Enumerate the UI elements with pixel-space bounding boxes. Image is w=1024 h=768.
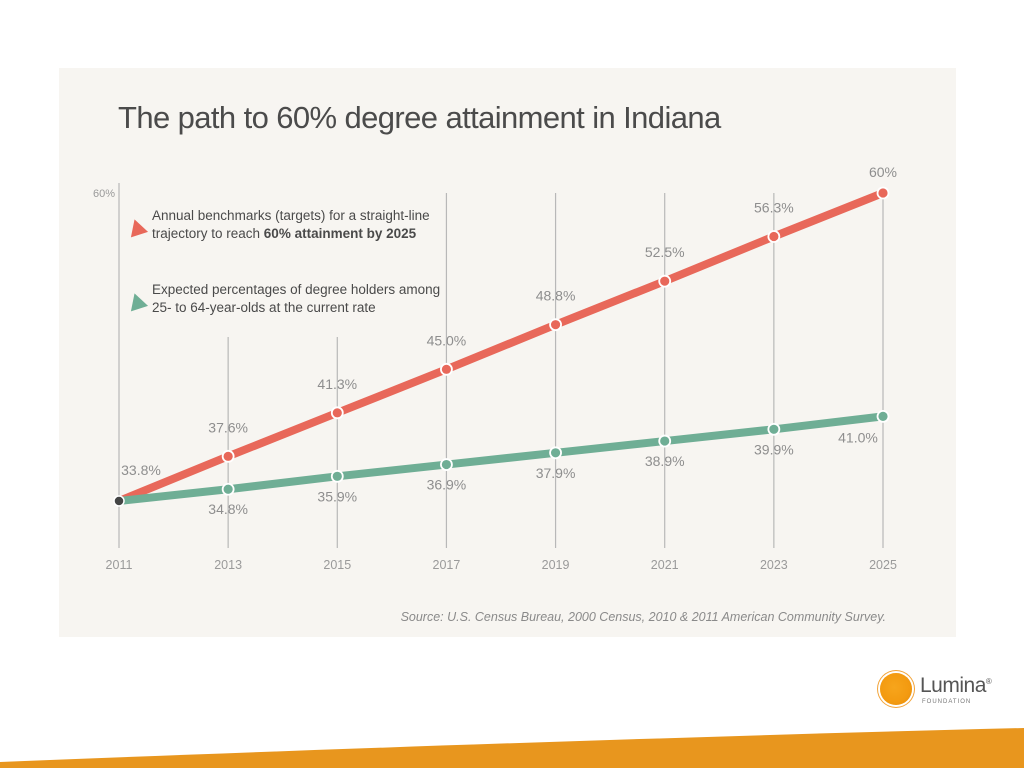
data-label-expected-2015: 35.9%: [317, 488, 357, 504]
x-tick-label-2013: 2013: [214, 558, 242, 572]
legend-item-targets: Annual benchmarks (targets) for a straig…: [125, 207, 452, 243]
orange-band: [0, 728, 1024, 768]
x-tick-label-2025: 2025: [869, 558, 897, 572]
point-targets-2019: [549, 318, 562, 332]
chart-panel: [59, 68, 956, 637]
data-label-targets-2015: 41.3%: [317, 376, 357, 392]
legend-item-expected: Expected percentages of degree holders a…: [125, 281, 452, 317]
data-label-expected-2021: 38.9%: [645, 453, 685, 469]
green-triangle-icon: [125, 290, 149, 312]
legend-expected-text: Expected percentages of degree holders a…: [152, 282, 441, 315]
chart-title: The path to 60% degree attainment in Ind…: [118, 100, 721, 135]
red-triangle-icon: [125, 216, 149, 238]
point-targets-2021: [658, 274, 672, 288]
lumina-logo: Lumina® FOUNDATION: [880, 670, 1000, 710]
data-label-targets-2023: 56.3%: [754, 199, 794, 215]
logo-name: Lumina: [920, 674, 986, 697]
point-targets-2017: [440, 362, 453, 376]
x-tick-label-2015: 2015: [323, 558, 351, 572]
point-expected-2015: [330, 469, 344, 483]
x-tick-label-2021: 2021: [651, 558, 679, 572]
data-label-expected-2013: 34.8%: [208, 501, 248, 517]
data-label-targets-2021: 52.5%: [645, 244, 685, 260]
x-tick-label-2017: 2017: [433, 558, 461, 572]
data-label-targets-2017: 45.0%: [427, 332, 467, 348]
logo-trademark: ®: [985, 677, 992, 686]
sun-icon: [880, 673, 912, 705]
data-label-expected-2023: 39.9%: [754, 441, 794, 457]
point-expected-2017: [440, 458, 453, 471]
point-expected-2019: [549, 446, 562, 460]
y-axis-label: 60%: [93, 188, 115, 200]
point-targets-2015: [330, 406, 344, 420]
logo-wordmark: Lumina®: [920, 674, 992, 698]
point-targets-2013: [221, 449, 235, 463]
point-targets-2023: [767, 230, 781, 243]
data-label-targets-2011: 33.8%: [121, 462, 161, 478]
data-label-expected-2019: 37.9%: [536, 465, 576, 481]
x-tick-label-2011: 2011: [106, 558, 133, 572]
point-targets-2025: [876, 186, 890, 200]
point-expected-2025: [876, 409, 890, 423]
x-tick-label-2019: 2019: [542, 558, 570, 572]
logo-subtitle: FOUNDATION: [922, 699, 972, 705]
point-expected-2013: [221, 482, 235, 496]
point-start-2011: [113, 495, 125, 507]
data-label-targets-2019: 48.8%: [536, 288, 576, 304]
x-tick-label-2023: 2023: [760, 558, 788, 572]
series-line-targets: [115, 189, 887, 505]
source-note: Source: U.S. Census Bureau, 2000 Census,…: [400, 610, 886, 624]
data-label-expected-2025: 41.0%: [838, 429, 878, 445]
series-line-expected: [115, 412, 887, 505]
legend-targets-text: Annual benchmarks (targets) for a straig…: [152, 208, 430, 241]
data-label-expected-2017: 36.9%: [427, 477, 467, 493]
point-expected-2021: [658, 434, 672, 448]
point-expected-2023: [767, 422, 781, 436]
legend-targets-bold: 60% attainment by 2025: [263, 226, 417, 241]
data-label-targets-2025: 60%: [869, 164, 897, 180]
decorative-band: [0, 728, 1024, 768]
data-label-targets-2013: 37.6%: [208, 419, 248, 435]
